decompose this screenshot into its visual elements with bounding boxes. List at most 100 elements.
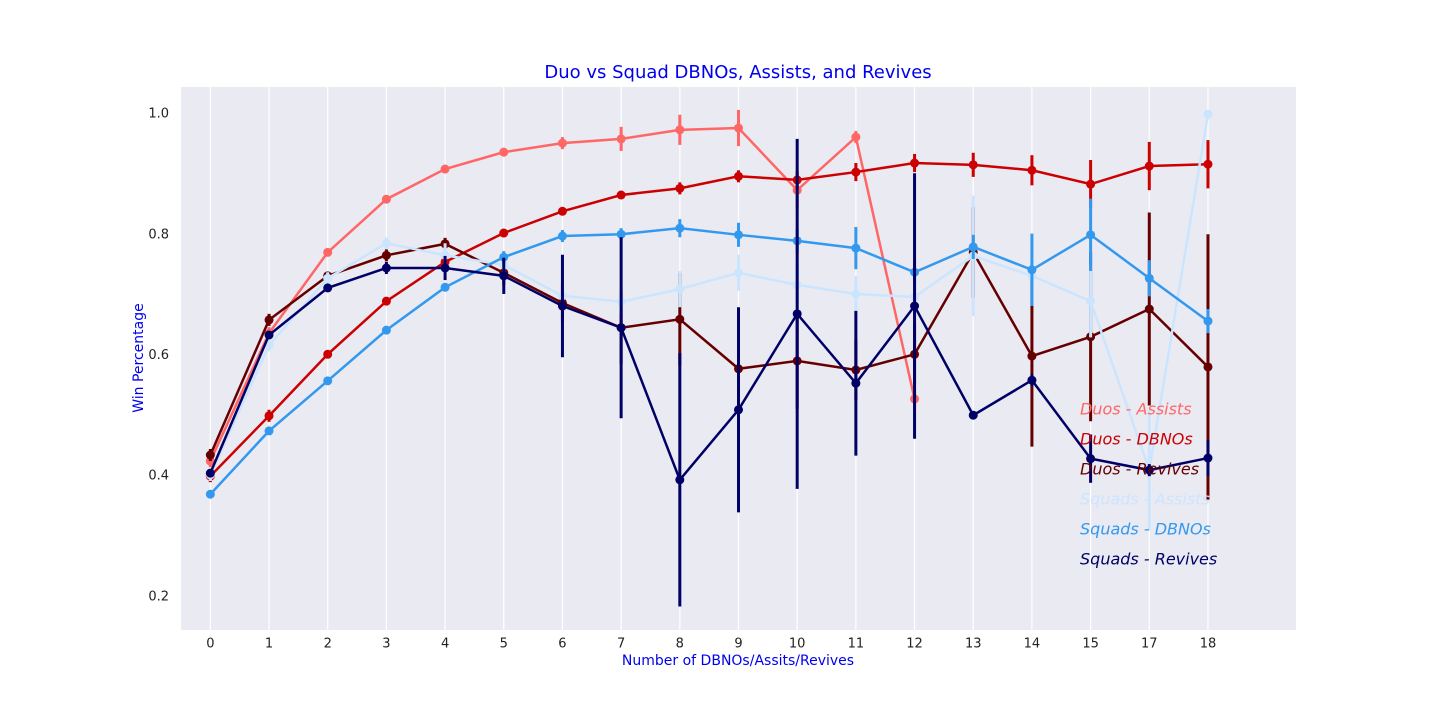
point bbox=[1027, 165, 1037, 175]
x-tick-label: 17 bbox=[1141, 637, 1158, 652]
point bbox=[792, 309, 802, 319]
point bbox=[734, 405, 743, 415]
y-tick-label: 1.0 bbox=[148, 107, 169, 122]
point bbox=[205, 450, 215, 460]
point bbox=[381, 325, 391, 335]
x-tick-label: 15 bbox=[1082, 637, 1099, 652]
legend-entry: Squads - Assists bbox=[1080, 490, 1210, 509]
x-tick-label: 7 bbox=[617, 637, 625, 652]
point bbox=[675, 223, 685, 233]
point bbox=[264, 411, 274, 421]
y-tick-label: 0.6 bbox=[148, 348, 169, 363]
point bbox=[499, 147, 509, 157]
point bbox=[616, 190, 626, 200]
x-tick-label: 1 bbox=[265, 637, 273, 652]
point bbox=[264, 330, 274, 340]
y-tick-label: 0.4 bbox=[148, 469, 169, 484]
x-axis-label: Number of DBNOs/Assits/Revives bbox=[622, 653, 854, 669]
point bbox=[734, 123, 743, 133]
point bbox=[1144, 304, 1154, 314]
x-tick-label: 13 bbox=[965, 637, 982, 652]
series-line bbox=[209, 161, 1209, 478]
point bbox=[323, 376, 333, 386]
point bbox=[910, 301, 920, 311]
point bbox=[968, 242, 978, 252]
point bbox=[616, 134, 626, 144]
y-axis-label: Win Percentage bbox=[131, 303, 147, 413]
point bbox=[440, 164, 450, 174]
point bbox=[1086, 296, 1096, 306]
point bbox=[1086, 179, 1096, 189]
point bbox=[1027, 265, 1037, 275]
point bbox=[323, 283, 333, 293]
point bbox=[440, 250, 450, 260]
point bbox=[734, 230, 743, 240]
series-line bbox=[209, 242, 1209, 456]
point bbox=[675, 475, 685, 485]
y-tick-label: 0.2 bbox=[148, 589, 169, 604]
point bbox=[557, 231, 567, 241]
point bbox=[499, 228, 509, 238]
x-tick-label: 3 bbox=[382, 637, 390, 652]
chart-title: Duo vs Squad DBNOs, Assists, and Revives bbox=[544, 62, 931, 83]
y-tick-label: 0.8 bbox=[148, 227, 169, 242]
point bbox=[557, 138, 567, 148]
point bbox=[1144, 161, 1154, 171]
point bbox=[734, 171, 743, 181]
x-tick-label: 6 bbox=[558, 637, 566, 652]
point bbox=[675, 284, 685, 294]
point bbox=[1144, 465, 1154, 475]
point bbox=[499, 252, 509, 262]
point bbox=[264, 315, 274, 325]
point bbox=[851, 167, 861, 177]
point bbox=[616, 229, 626, 239]
x-tick-label: 0 bbox=[206, 637, 214, 652]
legend-entry: Duos - DBNOs bbox=[1080, 430, 1193, 449]
point bbox=[734, 268, 743, 278]
point bbox=[323, 273, 333, 283]
point bbox=[1144, 273, 1154, 283]
point bbox=[205, 468, 215, 478]
point bbox=[205, 489, 215, 499]
legend-entry: Squads - Revives bbox=[1080, 550, 1217, 569]
legend-entry: Squads - DBNOs bbox=[1080, 520, 1211, 539]
point bbox=[381, 194, 391, 204]
point bbox=[1203, 159, 1213, 169]
point bbox=[381, 238, 391, 248]
x-tick-label: 2 bbox=[324, 637, 332, 652]
point bbox=[499, 271, 509, 281]
point bbox=[968, 160, 978, 170]
point bbox=[675, 314, 685, 324]
point bbox=[675, 183, 685, 193]
point bbox=[675, 125, 685, 135]
x-tick-label: 8 bbox=[676, 637, 684, 652]
point bbox=[323, 349, 333, 359]
point bbox=[440, 263, 450, 273]
point bbox=[1027, 375, 1037, 385]
point bbox=[851, 243, 861, 253]
legend-entry: Duos - Assists bbox=[1080, 400, 1192, 419]
point bbox=[1203, 453, 1213, 463]
point bbox=[1086, 230, 1096, 240]
point bbox=[910, 158, 920, 168]
point bbox=[851, 378, 861, 388]
point bbox=[1203, 362, 1213, 372]
point bbox=[1086, 454, 1096, 464]
point bbox=[557, 206, 567, 216]
x-tick-label: 14 bbox=[1024, 637, 1041, 652]
x-tick-label: 18 bbox=[1200, 637, 1217, 652]
point bbox=[616, 323, 626, 333]
point bbox=[440, 282, 450, 292]
point bbox=[557, 301, 567, 311]
x-tick-label: 4 bbox=[441, 637, 449, 652]
point bbox=[851, 289, 861, 299]
point bbox=[1203, 316, 1213, 326]
x-tick-label: 9 bbox=[734, 637, 742, 652]
marks bbox=[205, 109, 1213, 607]
point bbox=[851, 132, 861, 142]
x-tick-label: 5 bbox=[500, 637, 508, 652]
legend-entry: Duos - Revives bbox=[1080, 460, 1199, 479]
point bbox=[381, 250, 391, 260]
x-tick-label: 10 bbox=[789, 637, 806, 652]
